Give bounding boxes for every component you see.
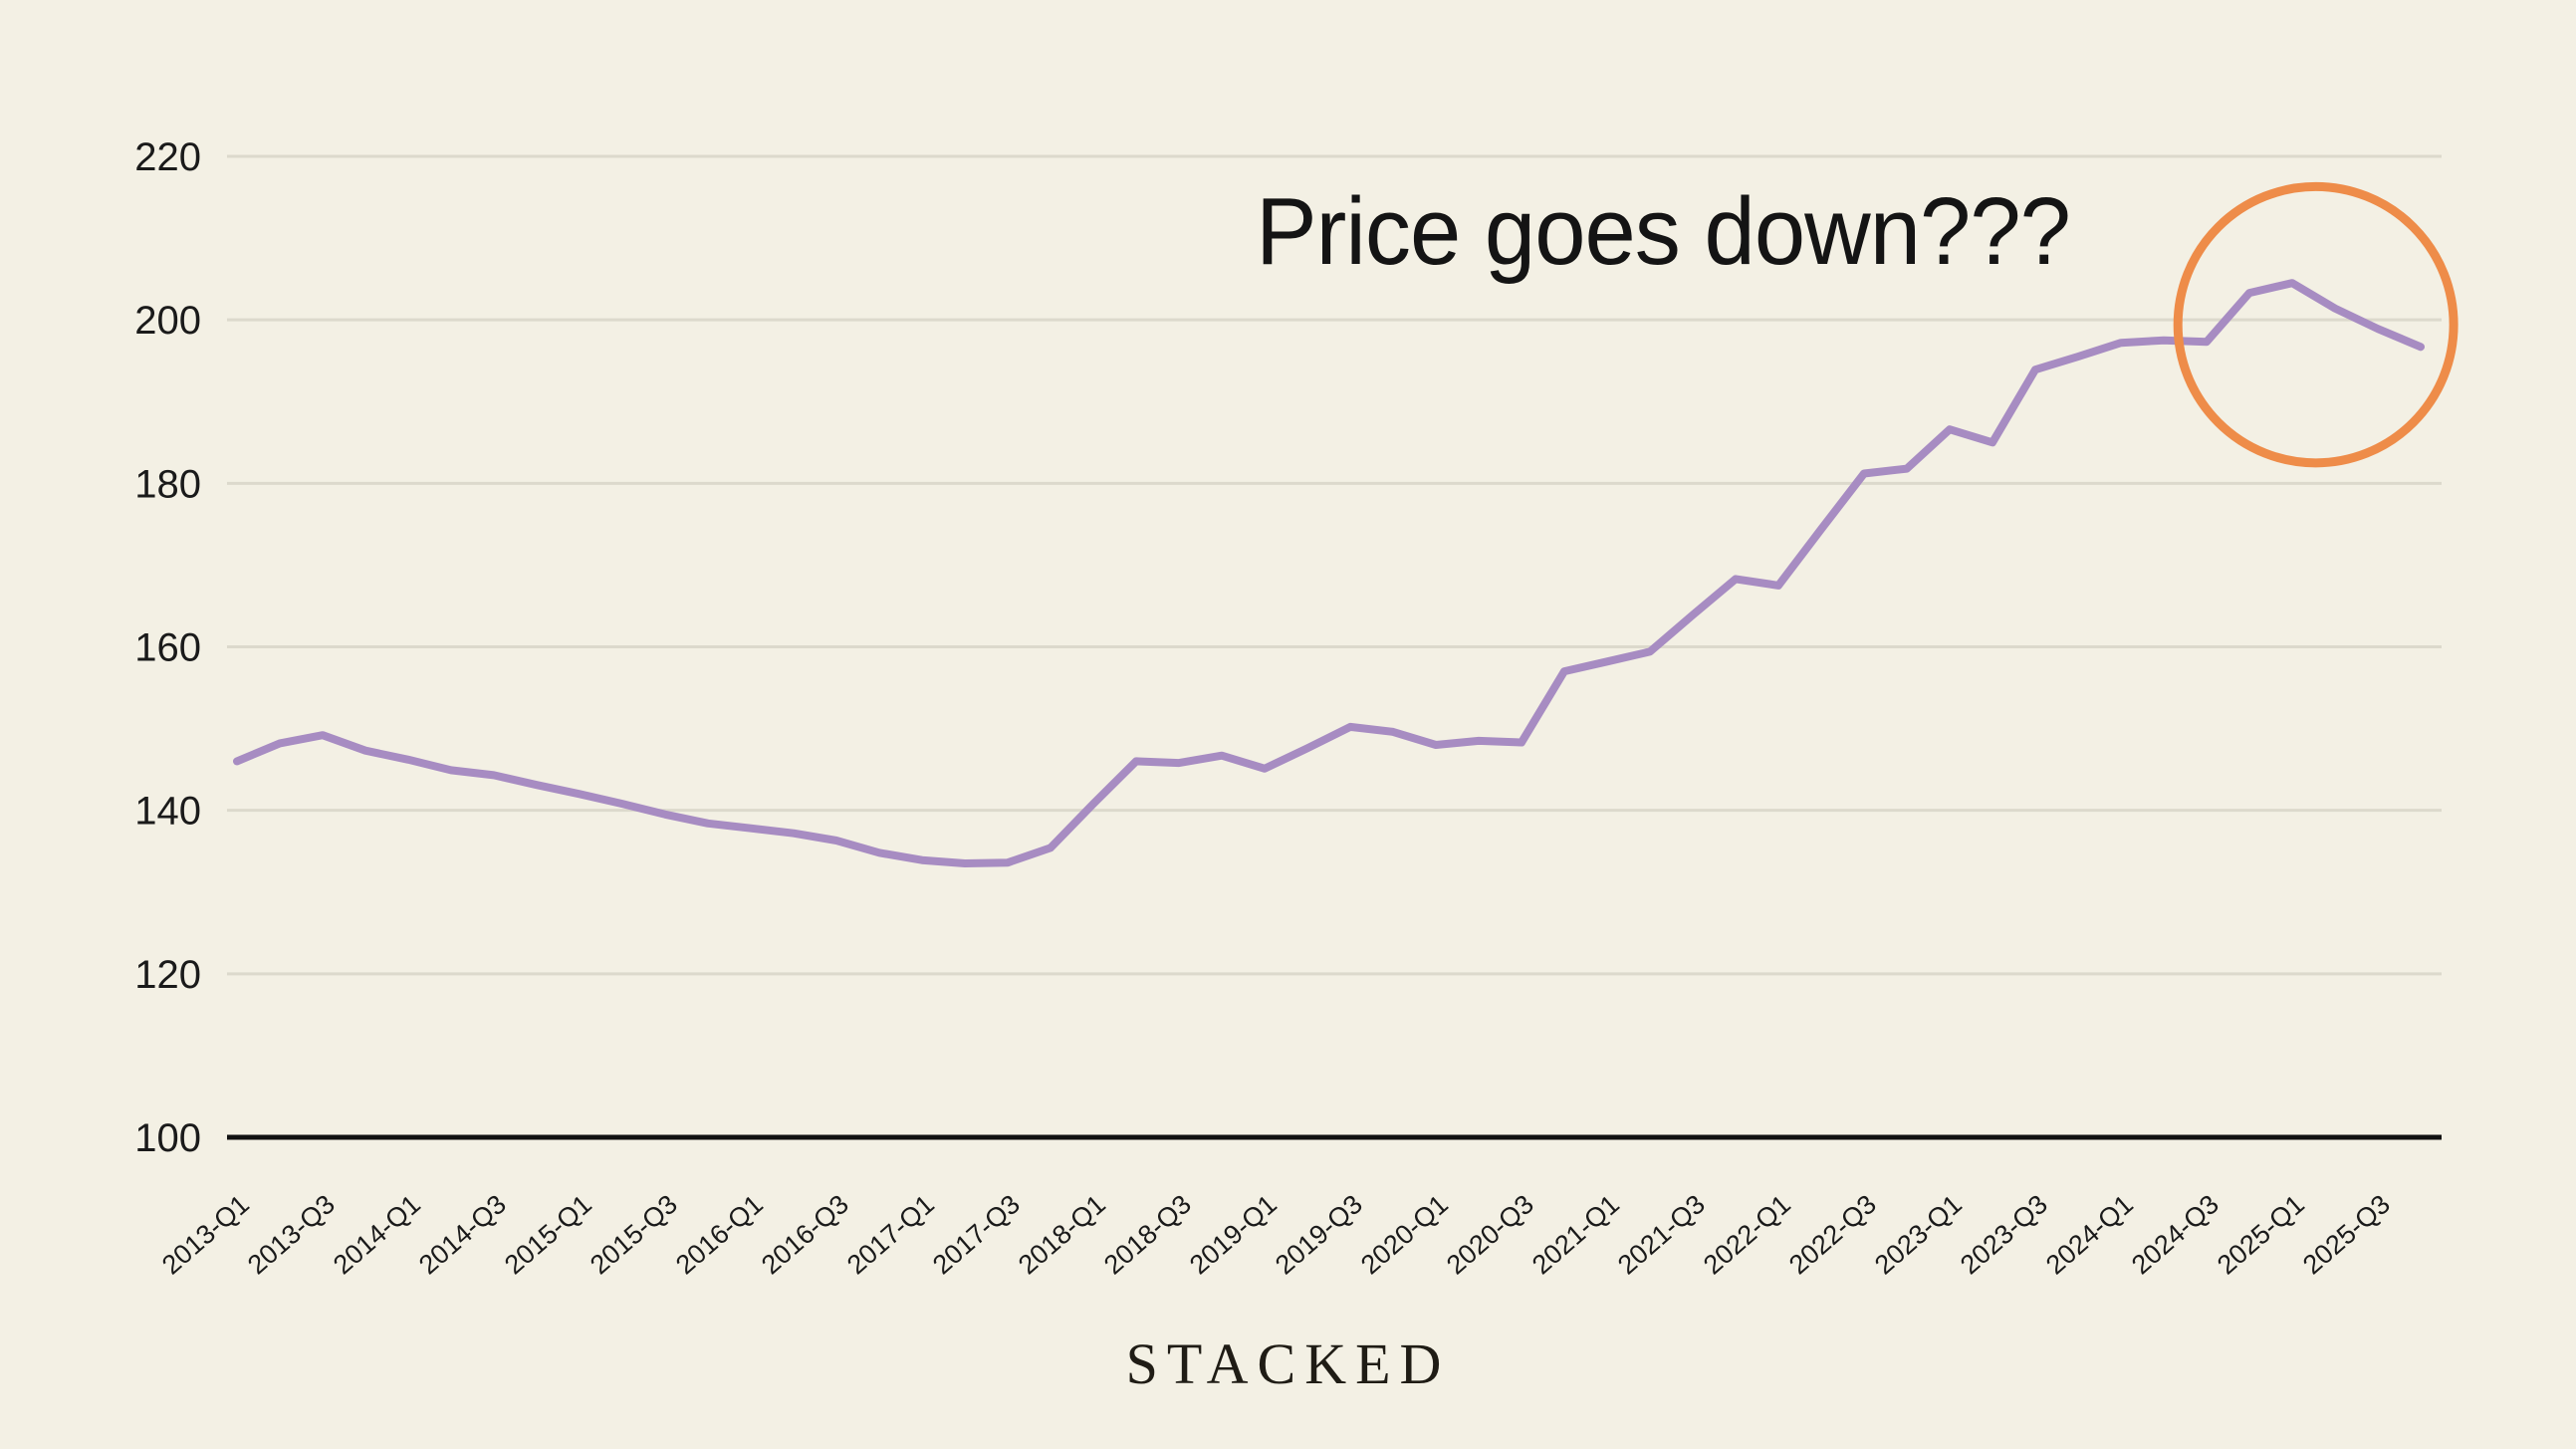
x-axis-tick-label: 2020-Q3 bbox=[1441, 1189, 1539, 1281]
y-axis-tick-label: 120 bbox=[134, 953, 201, 997]
x-axis-tick-label: 2013-Q1 bbox=[156, 1189, 255, 1281]
x-axis-tick-label: 2022-Q3 bbox=[1783, 1189, 1882, 1281]
x-axis-tick-label: 2019-Q1 bbox=[1184, 1189, 1283, 1281]
x-axis-tick-label: 2023-Q1 bbox=[1869, 1189, 1968, 1281]
y-axis-tick-label: 140 bbox=[134, 790, 201, 834]
x-axis-tick-label: 2017-Q3 bbox=[927, 1189, 1026, 1281]
x-axis-tick-label: 2023-Q3 bbox=[1955, 1189, 2053, 1281]
x-axis-tick-label: 2025-Q3 bbox=[2297, 1189, 2396, 1281]
annotation-circle bbox=[2173, 181, 2459, 468]
x-axis-tick-label: 2013-Q3 bbox=[242, 1189, 341, 1281]
y-axis-tick-label: 100 bbox=[134, 1116, 201, 1160]
x-axis-tick-label: 2025-Q1 bbox=[2212, 1189, 2310, 1281]
x-axis-tick-label: 2016-Q1 bbox=[670, 1189, 769, 1281]
x-axis-tick-label: 2022-Q1 bbox=[1698, 1189, 1796, 1281]
x-axis-tick-label: 2020-Q1 bbox=[1355, 1189, 1454, 1281]
x-axis-tick-label: 2024-Q3 bbox=[2126, 1189, 2225, 1281]
brand-logo: STACKED bbox=[1125, 1331, 1451, 1396]
x-axis-tick-label: 2016-Q3 bbox=[756, 1189, 854, 1281]
y-axis-tick-label: 180 bbox=[134, 462, 201, 506]
price-line bbox=[233, 279, 2425, 867]
y-axis-tick-label: 160 bbox=[134, 626, 201, 670]
x-axis-tick-label: 2021-Q3 bbox=[1612, 1189, 1711, 1281]
x-axis-tick-label: 2021-Q1 bbox=[1526, 1189, 1625, 1281]
x-axis-tick-label: 2017-Q1 bbox=[841, 1189, 940, 1281]
x-axis-tick-label: 2014-Q3 bbox=[413, 1189, 512, 1281]
x-axis-tick-label: 2024-Q1 bbox=[2040, 1189, 2139, 1281]
x-axis-tick-label: 2014-Q1 bbox=[328, 1189, 426, 1281]
y-axis-tick-label: 220 bbox=[134, 135, 201, 179]
y-axis-tick-label: 200 bbox=[134, 299, 201, 343]
x-axis-tick-label: 2015-Q1 bbox=[499, 1189, 597, 1281]
chart-title: Price goes down??? bbox=[1256, 178, 2071, 285]
x-axis-tick-label: 2018-Q3 bbox=[1098, 1189, 1197, 1281]
x-axis-tick-label: 2018-Q1 bbox=[1013, 1189, 1111, 1281]
x-axis-tick-label: 2015-Q3 bbox=[585, 1189, 683, 1281]
x-axis-tick-label: 2019-Q3 bbox=[1270, 1189, 1368, 1281]
